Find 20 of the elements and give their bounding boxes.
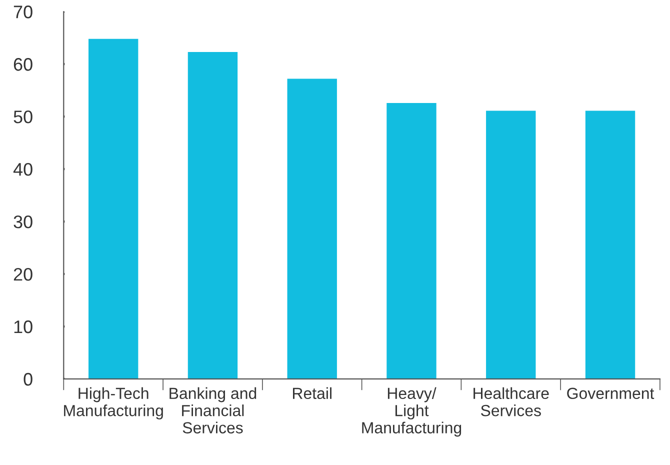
x-tick-label: High-Tech Manufacturing — [64, 387, 163, 420]
bar — [88, 38, 138, 379]
y-tick-label: 30 — [14, 215, 32, 228]
y-tick-label: 40 — [13, 162, 32, 176]
y-tick-label: 20 — [14, 268, 32, 281]
y-tick-label: 60 — [14, 58, 32, 71]
y-tick-label: 10 — [14, 320, 32, 334]
x-tick-label: Healthcare Services — [474, 387, 549, 416]
bar — [188, 52, 238, 379]
bar — [386, 102, 436, 379]
bar — [287, 78, 337, 379]
x-tick-label: Banking and Financial Services — [170, 387, 256, 434]
x-tick-label: Retail — [293, 387, 332, 400]
x-tick-label: Government — [567, 388, 654, 400]
y-tick-label: 50 — [14, 110, 32, 124]
bar — [585, 110, 636, 379]
x-tick-label: Heavy/ Light Manufacturing — [362, 387, 462, 437]
y-tick-label: 0 — [24, 372, 32, 386]
y-tick-label: 70 — [14, 6, 32, 18]
bar — [486, 110, 536, 379]
